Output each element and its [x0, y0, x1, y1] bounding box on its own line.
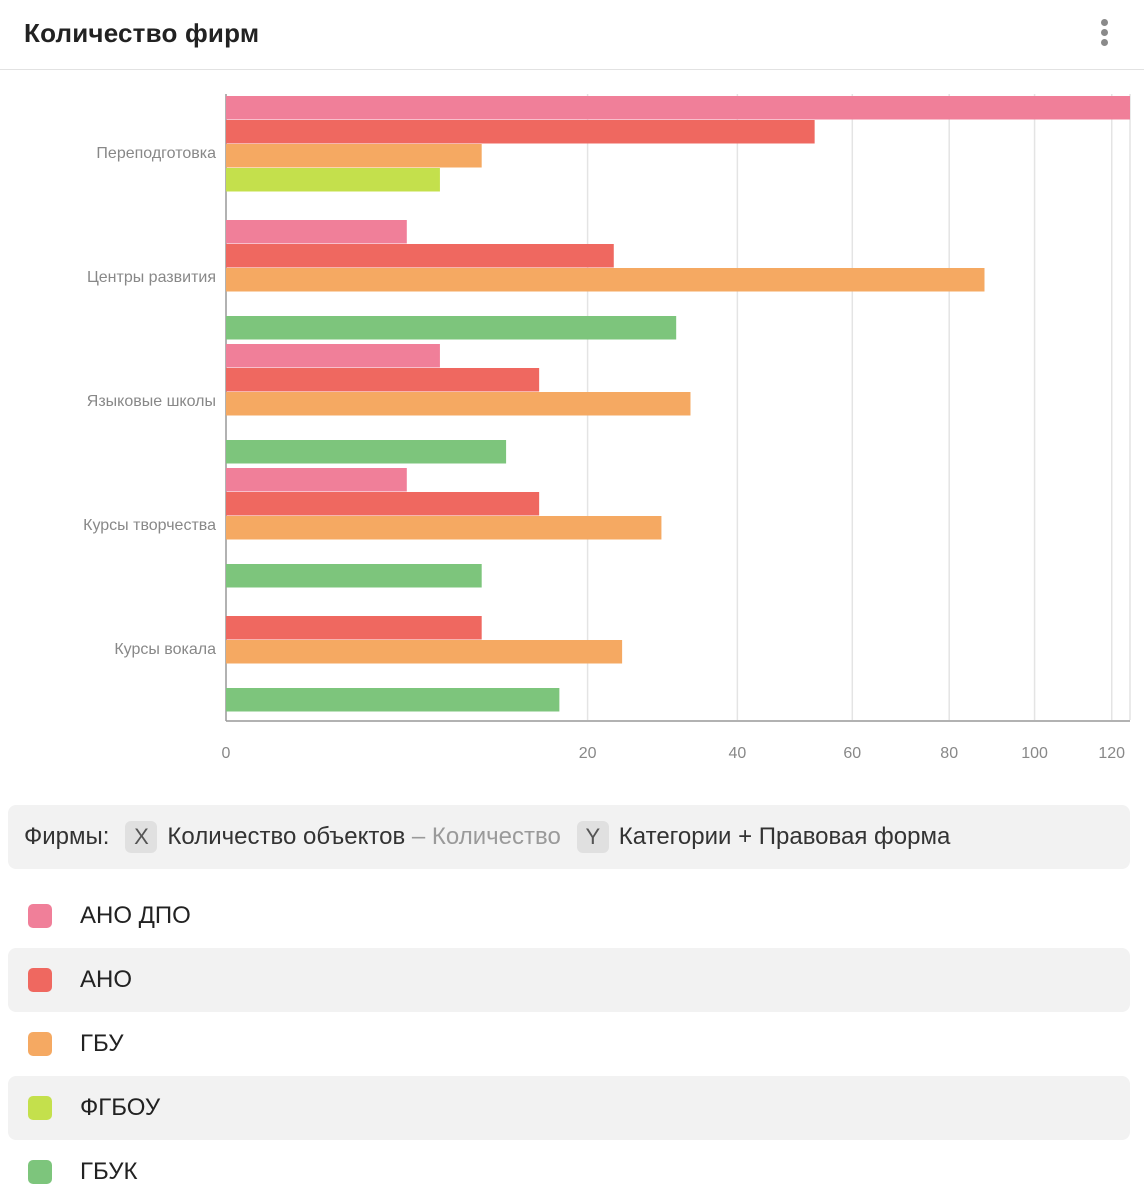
x-tick-label: 20 [579, 745, 597, 762]
more-vertical-icon[interactable] [1090, 17, 1120, 49]
x-tick-label: 120 [1098, 745, 1125, 762]
summary-prefix: Фирмы: [24, 823, 110, 850]
bar[interactable] [226, 344, 440, 368]
bar[interactable] [226, 564, 482, 588]
bar[interactable] [226, 640, 623, 664]
x-axis-chip[interactable]: X [125, 821, 158, 853]
legend-swatch [28, 968, 52, 992]
bar[interactable] [226, 316, 677, 340]
y-axis-label: Категории + Правовая форма [618, 823, 951, 850]
bar[interactable] [226, 168, 440, 192]
legend: АНО ДПО АНО ГБУ ФГБОУ ГБУК [8, 884, 1130, 1204]
chart-area: Переподготовка Центры развития Языковые шк… [0, 70, 1144, 790]
bar[interactable] [226, 268, 985, 292]
legend-swatch [28, 1096, 52, 1120]
legend-label: ГБУК [80, 1158, 138, 1185]
x-tick-label: 40 [728, 745, 746, 762]
legend-item-ano[interactable]: АНО [8, 948, 1130, 1012]
bar[interactable] [226, 392, 691, 416]
bar[interactable] [226, 616, 482, 640]
chart-config-summary: Фирмы: X Количество объектов – Количеств… [8, 805, 1130, 869]
y-axis-chip[interactable]: Y [576, 821, 609, 853]
x-tick-label: 60 [843, 745, 861, 762]
y-tick-label: Переподготовка [96, 145, 216, 162]
y-tick-label: Языковые школы [87, 393, 216, 410]
bar[interactable] [226, 220, 407, 244]
y-tick-label: Курсы творчества [83, 517, 216, 534]
x-axis-aggregation: – Количество [411, 823, 561, 850]
bar[interactable] [226, 368, 540, 392]
legend-swatch [28, 904, 52, 928]
y-tick-label: Курсы вокала [114, 641, 216, 658]
bar[interactable] [226, 516, 662, 540]
x-tick-label: 0 [222, 745, 231, 762]
bar[interactable] [226, 244, 614, 268]
bar[interactable] [226, 120, 815, 144]
legend-item-ano-dpo[interactable]: АНО ДПО [8, 884, 1130, 948]
card-header: Количество фирм [0, 0, 1144, 70]
bar[interactable] [226, 144, 482, 168]
legend-swatch [28, 1032, 52, 1056]
legend-label: АНО [80, 966, 133, 993]
bar[interactable] [226, 96, 1130, 120]
x-axis-label: Количество объектов [167, 823, 406, 850]
x-tick-label: 100 [1021, 745, 1048, 762]
bar[interactable] [226, 468, 407, 492]
legend-label: АНО ДПО [80, 902, 191, 929]
x-tick-label: 80 [940, 745, 958, 762]
bar[interactable] [226, 492, 540, 516]
bars [226, 96, 1130, 712]
bar[interactable] [226, 688, 560, 712]
legend-swatch [28, 1160, 52, 1184]
legend-label: ФГБОУ [80, 1094, 161, 1121]
legend-label: ГБУ [80, 1030, 124, 1057]
bar-chart: Переподготовка Центры развития Языковые шк… [83, 94, 1131, 762]
legend-item-fgbou[interactable]: ФГБОУ [8, 1076, 1130, 1140]
y-tick-label: Центры развития [87, 269, 216, 286]
page-title: Количество фирм [24, 18, 260, 48]
legend-item-gbuk[interactable]: ГБУК [8, 1140, 1130, 1204]
bar[interactable] [226, 440, 507, 464]
legend-item-gbu[interactable]: ГБУ [8, 1012, 1130, 1076]
